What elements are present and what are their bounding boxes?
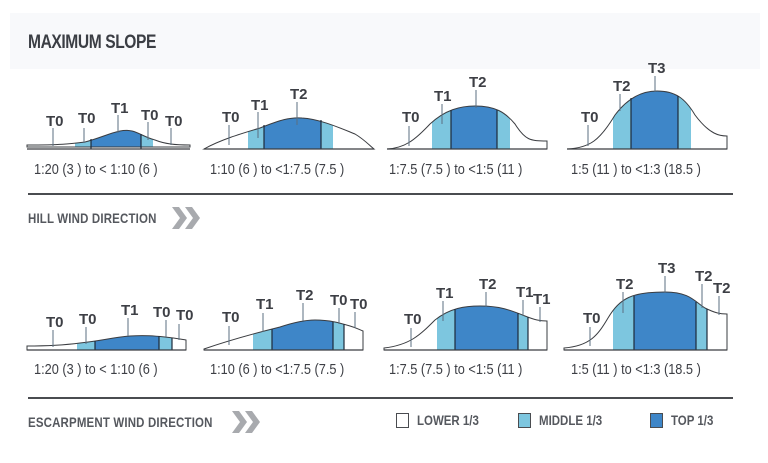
svg-text:T3: T3 [648,60,666,77]
svg-text:T0: T0 [350,296,368,313]
svg-text:T1: T1 [256,296,274,313]
svg-text:T3: T3 [658,260,676,277]
caption-escarpment-3: 1:7.5 (7.5 ) to <1:5 (11 ) [389,361,523,378]
svg-text:T0: T0 [46,113,64,130]
svg-text:T2: T2 [613,78,631,95]
svg-text:T0: T0 [165,113,183,130]
svg-text:T0: T0 [153,304,171,321]
escarpment-diagrams: .lbl2 { font-family: "Liberation Sans", … [26,260,731,351]
escarpment-wind-direction-label: ESCARPMENT WIND DIRECTION [28,414,213,430]
legend-label: MIDDLE 1/3 [539,412,603,428]
svg-text:T2: T2 [290,86,308,103]
svg-text:T2: T2 [469,74,487,91]
caption-escarpment-1: 1:20 (3 ) to < 1:10 (6 ) [34,361,158,378]
legend-item-lower: LOWER 1/3 [396,412,492,428]
svg-text:T1: T1 [516,284,534,301]
svg-text:T0: T0 [78,110,96,127]
svg-text:T1: T1 [533,291,551,308]
caption-hill-1: 1:20 (3 ) to < 1:10 (6 ) [34,161,158,178]
svg-text:T0: T0 [176,307,194,324]
svg-text:T0: T0 [583,310,601,327]
hill-wind-direction-label: HILL WIND DIRECTION [28,210,157,226]
svg-text:T2: T2 [695,268,713,285]
page-title: MAXIMUM SLOPE [28,32,156,53]
legend-label: TOP 1/3 [671,412,714,428]
top-third-swatch-icon [650,412,664,428]
svg-text:T0: T0 [79,311,97,328]
lower-third-swatch-icon [396,412,409,428]
svg-text:T0: T0 [46,314,64,331]
svg-text:T0: T0 [222,109,240,126]
divider [28,397,733,399]
svg-text:T1: T1 [251,97,269,114]
svg-text:T1: T1 [436,285,454,302]
legend-item-middle: MIDDLE 1/3 [518,412,616,428]
hill-diagrams: .lbl { font-family: "Liberation Sans", s… [26,60,728,150]
svg-text:T1: T1 [434,88,452,105]
svg-text:T2: T2 [296,287,314,304]
caption-escarpment-2: 1:10 (6 ) to <1:7.5 (7.5 ) [210,361,345,378]
svg-text:T2: T2 [713,280,731,297]
double-chevron-right-icon [172,207,200,229]
title-panel [10,13,760,69]
caption-escarpment-4: 1:5 (11 ) to <1:3 (18.5 ) [571,361,701,378]
svg-text:T0: T0 [581,109,599,126]
svg-text:T2: T2 [616,276,634,293]
svg-text:T0: T0 [404,311,422,328]
svg-text:T0: T0 [141,107,159,124]
legend-item-top: TOP 1/3 [650,412,723,428]
svg-text:T0: T0 [330,292,348,309]
caption-hill-2: 1:10 (6 ) to <1:7.5 (7.5 ) [210,161,345,178]
legend-label: LOWER 1/3 [417,412,479,428]
divider [28,193,733,195]
svg-text:T1: T1 [121,302,139,319]
caption-hill-3: 1:7.5 (7.5 ) to <1:5 (11 ) [389,161,523,178]
caption-hill-4: 1:5 (11 ) to <1:3 (18.5 ) [571,161,701,178]
legend: LOWER 1/3 MIDDLE 1/3 TOP 1/3 [396,412,743,428]
svg-text:T2: T2 [479,276,497,293]
svg-text:T1: T1 [111,100,129,117]
svg-text:T0: T0 [222,309,240,326]
svg-text:T0: T0 [402,109,420,126]
double-chevron-right-icon [232,411,260,433]
middle-third-swatch-icon [518,412,532,428]
